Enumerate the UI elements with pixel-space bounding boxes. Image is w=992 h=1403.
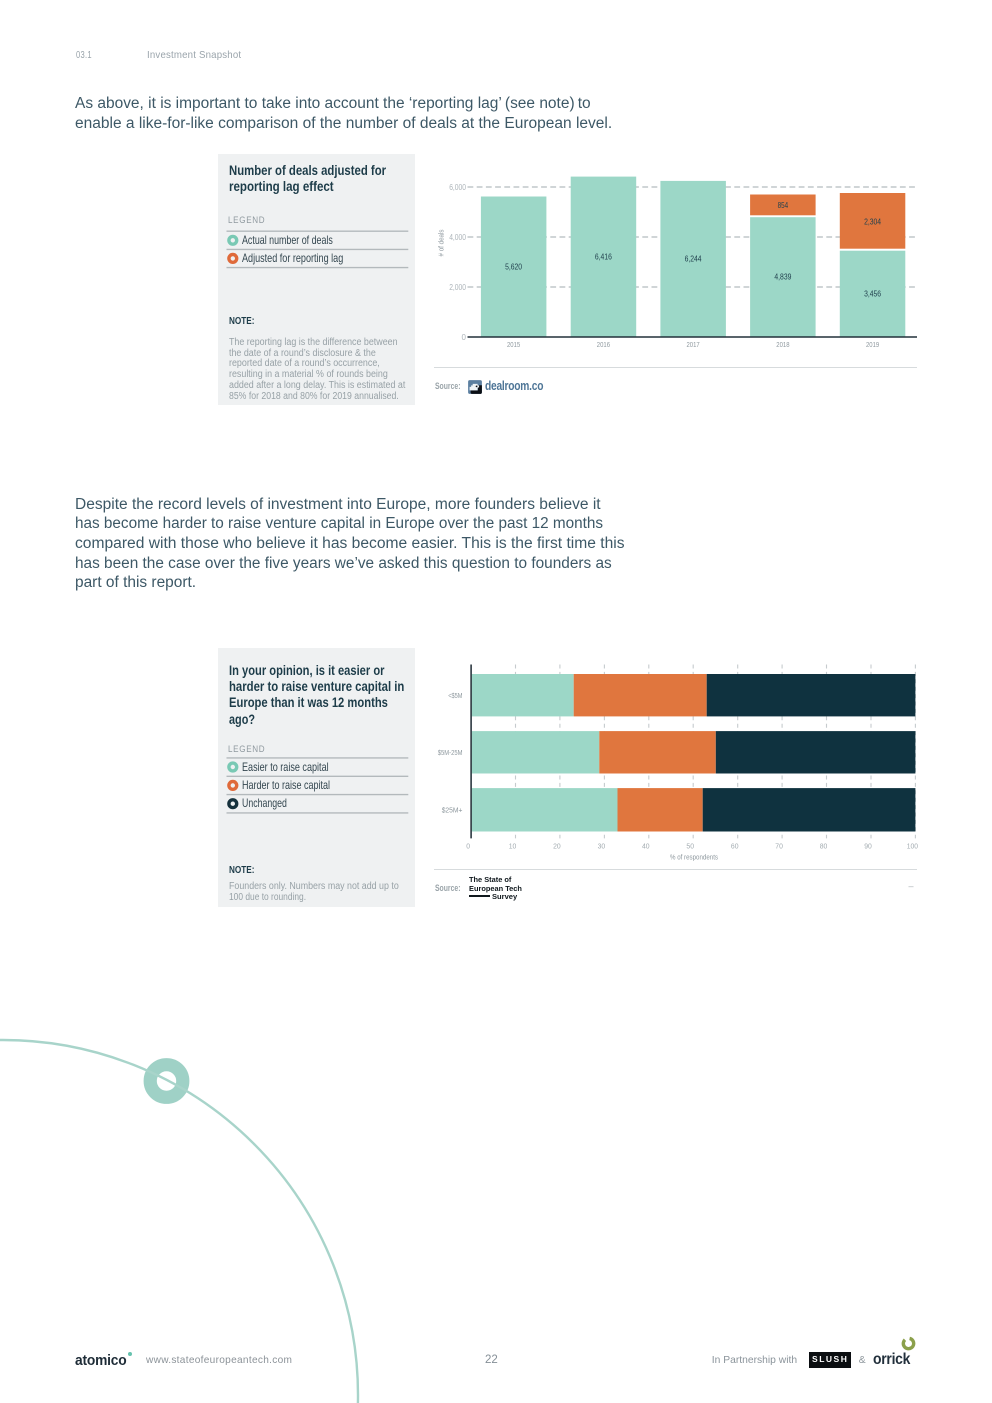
- svg-text:854: 854: [778, 201, 789, 210]
- svg-text:3,456: 3,456: [864, 290, 881, 299]
- svg-text:0: 0: [462, 333, 467, 342]
- svg-text:2016: 2016: [597, 340, 610, 349]
- svg-text:90: 90: [864, 841, 872, 850]
- svg-text:60: 60: [731, 841, 739, 850]
- svg-text:0: 0: [466, 841, 470, 850]
- svg-text:2017: 2017: [687, 340, 700, 349]
- svg-text:2018: 2018: [776, 340, 789, 349]
- svg-text:$25M+: $25M+: [442, 805, 463, 814]
- svg-text:2015: 2015: [507, 340, 520, 349]
- svg-text:6,416: 6,416: [595, 253, 612, 262]
- svg-text:2,304: 2,304: [864, 218, 881, 227]
- svg-text:4,000: 4,000: [449, 233, 466, 242]
- svg-text:6,244: 6,244: [685, 255, 702, 264]
- svg-text:4,839: 4,839: [774, 272, 791, 281]
- svg-text:6,000: 6,000: [449, 183, 466, 192]
- svg-text:70: 70: [775, 841, 783, 850]
- svg-text:$5M-25M: $5M-25M: [438, 748, 463, 757]
- svg-text:5,620: 5,620: [505, 263, 522, 272]
- svg-text:80: 80: [820, 841, 828, 850]
- svg-text:# of deals: # of deals: [439, 229, 446, 256]
- svg-text:30: 30: [598, 841, 606, 850]
- svg-text:50: 50: [686, 841, 694, 850]
- svg-text:10: 10: [509, 841, 517, 850]
- svg-text:2019: 2019: [866, 340, 879, 349]
- svg-text:% of respondents: % of respondents: [670, 854, 718, 861]
- svg-text:2,000: 2,000: [449, 283, 466, 292]
- svg-text:100: 100: [907, 841, 918, 850]
- svg-text:20: 20: [553, 841, 561, 850]
- svg-text:40: 40: [642, 841, 650, 850]
- svg-text:<$5M: <$5M: [448, 691, 462, 700]
